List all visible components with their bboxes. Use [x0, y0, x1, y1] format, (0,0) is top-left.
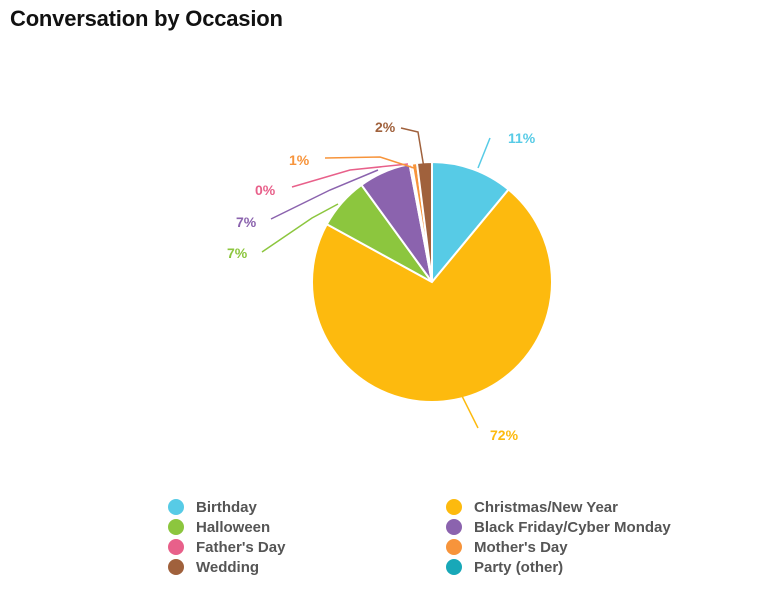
legend-label: Halloween: [196, 518, 271, 536]
legend-label: Black Friday/Cyber Monday: [474, 518, 671, 536]
legend-swatch: [168, 519, 184, 535]
legend-swatch: [446, 499, 462, 515]
legend-item-wedding: Wedding: [168, 557, 446, 577]
legend-swatch: [168, 539, 184, 555]
legend-swatch: [168, 499, 184, 515]
legend-label: Christmas/New Year: [474, 498, 618, 516]
legend-swatch: [168, 559, 184, 575]
legend-swatch: [446, 519, 462, 535]
slice-label-father-s-day: 0%: [255, 182, 276, 198]
slice-label-christmas-new-year: 72%: [490, 427, 519, 443]
slice-label-mother-s-day: 1%: [289, 152, 310, 168]
pie-chart: 11% 72% 7% 7% 0% 1% 2%: [227, 119, 553, 443]
legend: Birthday Christmas/New Year Halloween Black…: [168, 497, 728, 577]
legend-label: Wedding: [196, 558, 260, 576]
leader-line-black-friday-cyber-monday: [270, 169, 379, 220]
leader-lines: [261, 127, 491, 429]
legend-swatch: [446, 539, 462, 555]
slice-label-halloween: 7%: [227, 245, 248, 261]
leader-line-father-s-day: [291, 163, 409, 188]
legend-label: Party (other): [474, 558, 564, 576]
legend-item-christmas-new-year: Christmas/New Year: [446, 497, 728, 517]
leader-line-mother-s-day: [324, 156, 415, 169]
legend-item-mother-s-day: Mother's Day: [446, 537, 728, 557]
pie-slice-christmas-new-year: [311, 188, 553, 403]
slice-labels: 11% 72% 7% 7% 0% 1% 2%: [227, 119, 536, 443]
legend-item-party-other: Party (other): [446, 557, 728, 577]
pie-slice-wedding: [415, 160, 433, 283]
slice-label-birthday: 11%: [508, 130, 536, 146]
legend-label: Birthday: [196, 498, 257, 516]
slice-label-wedding: 2%: [375, 119, 396, 135]
leader-line-halloween: [261, 203, 339, 253]
slice-label-black-friday-cyber-monday: 7%: [236, 214, 257, 230]
legend-item-halloween: Halloween: [168, 517, 446, 537]
legend-swatch: [446, 559, 462, 575]
leader-line-christmas-new-year: [461, 395, 479, 429]
leader-line-birthday: [477, 137, 491, 169]
legend-label: Mother's Day: [474, 538, 568, 556]
legend-item-father-s-day: Father's Day: [168, 537, 446, 557]
legend-item-black-friday-cyber-monday: Black Friday/Cyber Monday: [446, 517, 728, 537]
leader-line-wedding: [400, 127, 425, 169]
pie-slices: [311, 160, 553, 403]
chart-title: Conversation by Occasion: [10, 6, 283, 31]
pie-slice-birthday: [431, 160, 510, 285]
legend-item-birthday: Birthday: [168, 497, 446, 517]
legend-label: Father's Day: [196, 538, 286, 556]
